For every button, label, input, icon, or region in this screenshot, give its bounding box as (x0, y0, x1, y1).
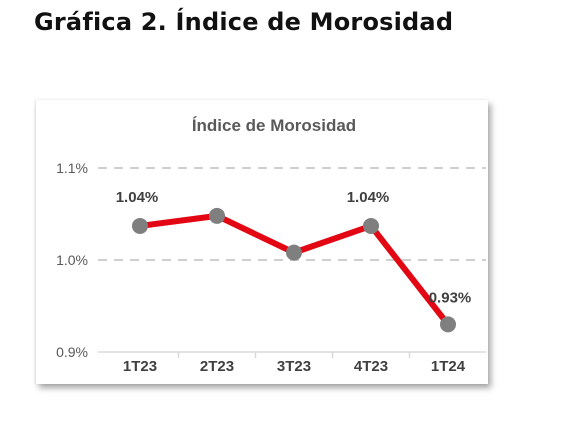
x-tick-label: 1T23 (123, 358, 157, 375)
data-point (440, 316, 456, 333)
chart-container (36, 100, 488, 384)
data-point (209, 207, 225, 224)
y-tick-label: 1.0% (56, 252, 88, 268)
x-tick-label: 3T23 (277, 358, 311, 375)
axes: 1.1% 1.0% 0.9% 1T23 2T23 3T23 4T23 1T24 (56, 160, 486, 375)
data-label: 1.04% (116, 189, 159, 206)
data-label: 0.93% (429, 289, 472, 306)
y-tick-label: 1.1% (56, 160, 88, 176)
series-layer (132, 207, 456, 333)
chart-title: Índice de Morosidad (192, 116, 356, 135)
data-point (132, 217, 148, 234)
x-tick-label: 1T24 (431, 358, 466, 375)
data-labels: 1.04% 1.04% 0.93% (116, 189, 472, 306)
x-tick-label: 4T23 (354, 358, 388, 375)
x-tick-label: 2T23 (200, 358, 234, 375)
series-line (137, 212, 451, 328)
data-label: 1.04% (347, 189, 390, 206)
data-point (363, 217, 379, 234)
y-tick-label: 0.9% (56, 344, 88, 360)
data-point (286, 244, 302, 261)
page-heading: Gráfica 2. Índice de Morosidad (34, 8, 454, 36)
